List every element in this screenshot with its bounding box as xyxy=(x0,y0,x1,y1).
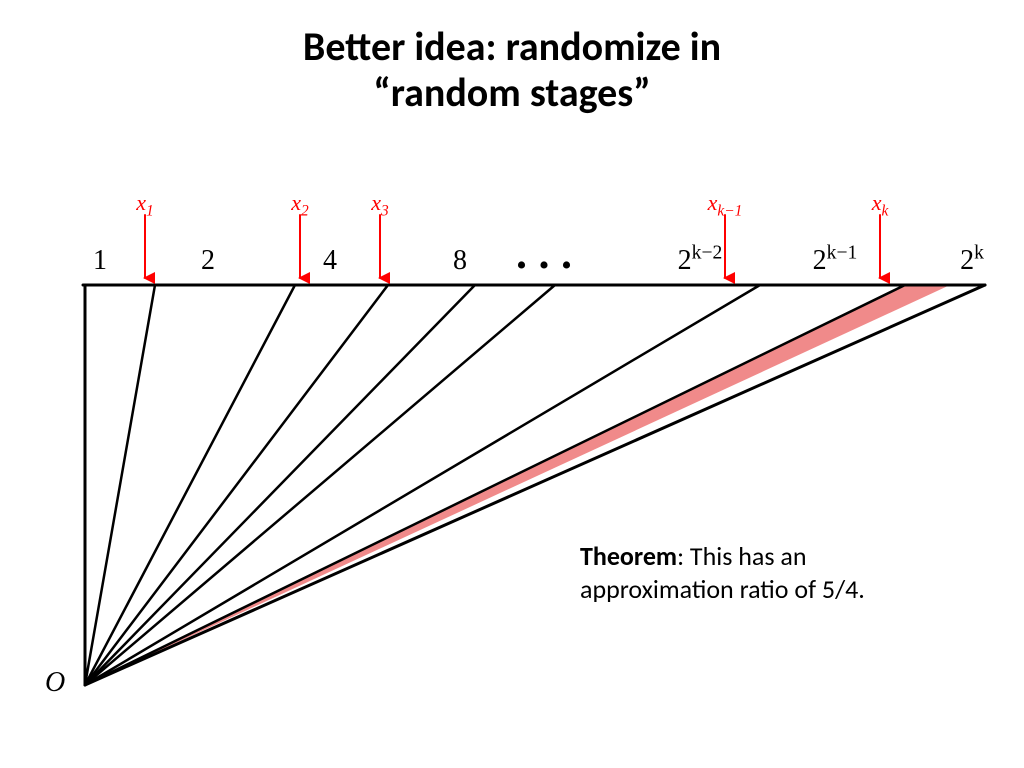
ellipsis-dots: ••• xyxy=(516,249,584,283)
ray-2 xyxy=(85,285,388,685)
x-label-4: xk xyxy=(872,190,889,216)
x-label-1: x2 xyxy=(291,190,308,216)
axis-label-2: 4 xyxy=(323,245,337,277)
axis-label-4: 2k−2 xyxy=(678,245,723,277)
ray-5 xyxy=(85,285,760,685)
axis-label-1: 2 xyxy=(201,245,215,277)
origin-label: O xyxy=(45,667,65,699)
axis-label-3: 8 xyxy=(453,245,467,277)
x-label-0: x1 xyxy=(136,190,153,216)
axis-label-6: 2k xyxy=(960,245,984,277)
axis-label-5: 2k−1 xyxy=(813,245,858,277)
ray-6 xyxy=(85,285,905,685)
fan-diagram xyxy=(0,0,1024,768)
theorem-text: Theorem: This has an approximation ratio… xyxy=(580,540,910,605)
highlighted-wedge xyxy=(85,285,950,685)
hypotenuse xyxy=(85,285,985,685)
ray-1 xyxy=(85,285,295,685)
ray-4 xyxy=(85,285,555,685)
axis-label-0: 1 xyxy=(93,245,107,277)
x-label-3: xk−1 xyxy=(708,190,743,216)
x-label-2: x3 xyxy=(371,190,388,216)
theorem-label: Theorem xyxy=(580,540,677,572)
